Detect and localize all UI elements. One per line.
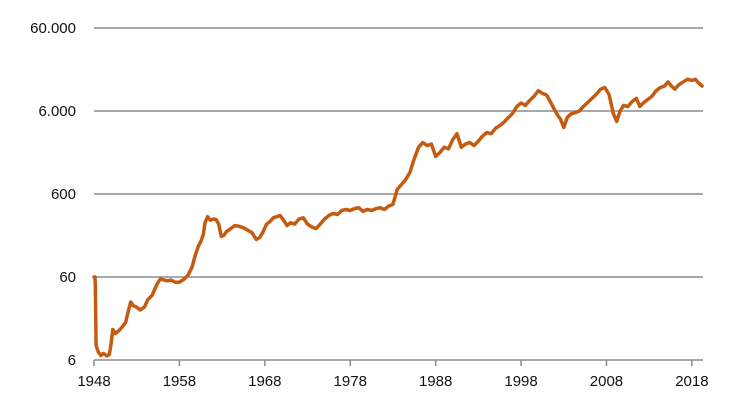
x-tick-label: 2018 [675, 373, 708, 390]
x-tick-label: 1998 [504, 373, 537, 390]
y-tick-label: 600 [51, 186, 76, 203]
gridlines [94, 27, 703, 278]
y-tick-label: 6.000 [38, 103, 76, 120]
x-tick-label: 1958 [163, 373, 196, 390]
x-tick-label: 1948 [77, 373, 110, 390]
y-axis-labels: 6 60 600 6.000 60.000 [30, 20, 76, 369]
x-tick-label: 1968 [248, 373, 281, 390]
x-tick-label: 1988 [419, 373, 452, 390]
y-tick-label: 6 [68, 352, 76, 369]
x-axis-labels: 1948 1958 1968 1978 1988 1998 2008 2018 [77, 373, 708, 390]
x-tick-label: 2008 [590, 373, 623, 390]
series-line [92, 77, 704, 358]
x-tick-label: 1978 [334, 373, 367, 390]
series-layer [92, 77, 704, 358]
y-tick-label: 60.000 [30, 20, 76, 37]
y-tick-label: 60 [59, 269, 76, 286]
x-axis [93, 359, 703, 366]
